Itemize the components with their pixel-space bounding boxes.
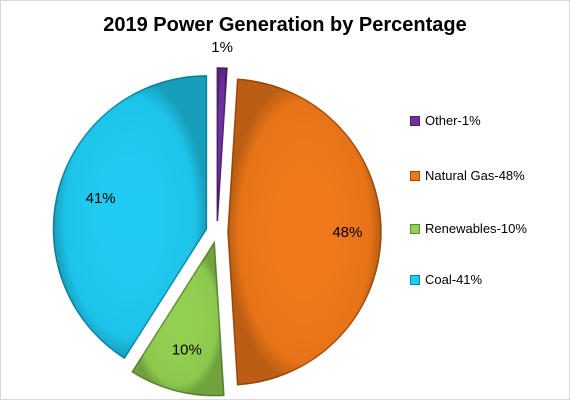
pie-slice-shading	[132, 242, 224, 396]
legend-label: Coal-41%	[425, 272, 483, 287]
data-label-other: 1%	[211, 39, 233, 56]
data-label-renewables: 10%	[172, 341, 202, 358]
legend-item-other: Other-1%	[410, 113, 481, 129]
pie-slice-shading	[53, 75, 207, 359]
legend-swatch	[410, 170, 420, 181]
pie-slice-shading	[228, 79, 382, 385]
legend-swatch	[410, 223, 420, 234]
pie-slice-shading	[217, 68, 227, 222]
chart-title: 2019 Power Generation by Percentage	[103, 14, 467, 36]
data-label-coal: 41%	[86, 190, 116, 207]
legend-label: Natural Gas-48%	[425, 168, 525, 183]
legend-label: Renewables-10%	[425, 221, 527, 236]
data-label-natural-gas: 48%	[332, 224, 362, 241]
legend-label: Other-1%	[425, 113, 481, 128]
legend-item-renewables: Renewables-10%	[410, 221, 527, 237]
legend-swatch	[410, 274, 420, 285]
legend-item-natural-gas: Natural Gas-48%	[410, 168, 525, 184]
legend-item-coal: Coal-41%	[410, 272, 482, 288]
legend-swatch	[410, 115, 420, 126]
